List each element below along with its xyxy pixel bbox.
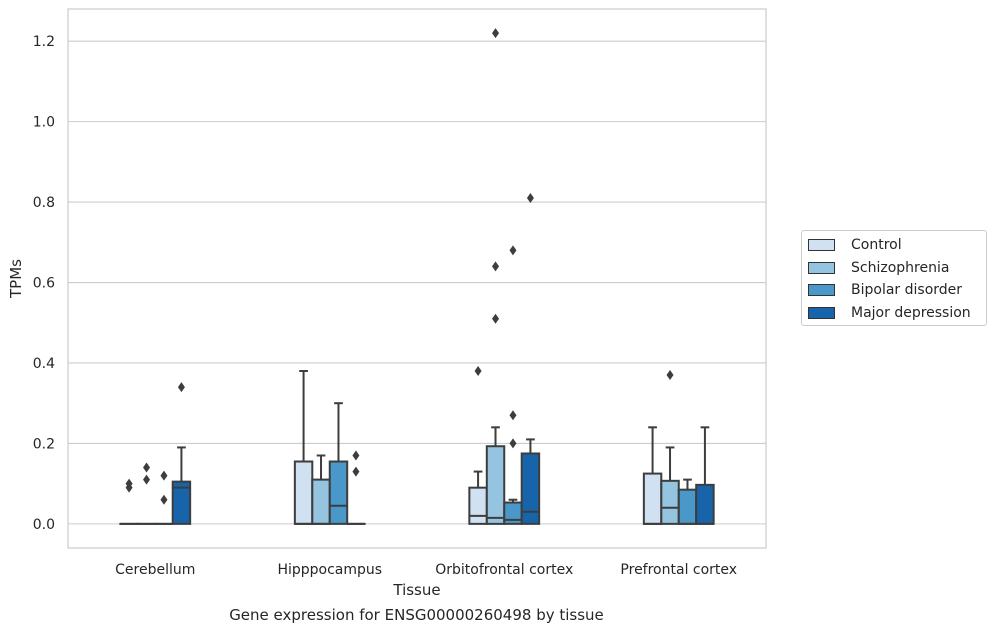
box — [695, 483, 715, 525]
box — [171, 480, 192, 525]
series-bipolar-disorder — [154, 245, 698, 525]
outlier-point — [666, 370, 674, 381]
legend-item-bipolar-disorder: Bipolar disorder — [808, 281, 962, 299]
box — [311, 478, 331, 525]
y-tick-label: 0.8 — [33, 195, 55, 211]
legend: Control Schizophrenia Bipolar disorder M… — [801, 230, 987, 326]
outlier-point — [492, 28, 500, 39]
legend-item-schizophrenia: Schizophrenia — [808, 259, 949, 277]
outlier-point — [160, 470, 168, 481]
x-tick-label: Orbitofrontal cortex — [435, 562, 573, 578]
outlier-point — [160, 494, 168, 505]
outlier-point — [526, 193, 534, 204]
series-control — [119, 366, 663, 525]
y-tick-label: 0.4 — [33, 356, 55, 372]
box — [677, 488, 698, 525]
gridlines — [68, 40, 766, 525]
box — [328, 460, 349, 525]
box — [468, 486, 488, 525]
box — [642, 472, 663, 525]
y-tick-label: 0.2 — [33, 436, 55, 452]
series-schizophrenia — [136, 28, 680, 525]
legend-item-control: Control — [808, 236, 902, 254]
outlier-point — [125, 478, 133, 489]
legend-swatch-schizophrenia — [808, 262, 835, 274]
series-major-depression — [171, 193, 715, 525]
outlier-point — [352, 466, 360, 477]
box — [293, 460, 314, 525]
outlier-point — [143, 474, 151, 485]
box-series — [119, 28, 715, 525]
x-tick-label: Hipppocampus — [277, 562, 382, 578]
outlier-point — [492, 313, 500, 324]
y-tick-label: 1.0 — [33, 115, 55, 131]
legend-swatch-bipolar-disorder — [808, 284, 835, 296]
y-axis-label: TPMs — [7, 259, 25, 299]
y-tick-label: 0.6 — [33, 276, 55, 292]
outlier-point — [143, 462, 151, 473]
outlier-point — [177, 382, 185, 393]
outlier-point — [509, 410, 517, 421]
outlier-point — [474, 366, 482, 377]
box — [520, 452, 541, 525]
box — [485, 445, 506, 525]
chart-caption: Gene expression for ENSG00000260498 by t… — [229, 606, 604, 624]
plot-frame — [67, 8, 767, 549]
outlier-point — [492, 261, 500, 272]
legend-item-major-depression: Major depression — [808, 304, 971, 322]
outlier-point — [352, 450, 360, 461]
x-tick-labels: Cerebellum Hipppocampus Orbitofrontal cort… — [115, 562, 737, 578]
legend-label-control: Control — [851, 237, 902, 253]
legend-swatch-major-depression — [808, 307, 835, 319]
y-tick-label: 0.0 — [33, 517, 55, 533]
legend-swatch-control — [808, 239, 835, 251]
y-tick-label: 1.2 — [33, 34, 55, 50]
legend-label-schizophrenia: Schizophrenia — [851, 260, 950, 276]
x-axis-label: Tissue — [392, 581, 440, 599]
box — [660, 479, 680, 525]
legend-label-bipolar-disorder: Bipolar disorder — [851, 282, 963, 298]
x-tick-label: Cerebellum — [115, 562, 195, 578]
legend-label-major-depression: Major depression — [851, 305, 971, 321]
outlier-point — [509, 438, 517, 449]
outlier-point — [509, 245, 517, 256]
y-tick-labels: 0.0 0.2 0.4 0.6 0.8 1.0 1.2 — [33, 34, 55, 533]
x-tick-label: Prefrontal cortex — [620, 562, 737, 578]
